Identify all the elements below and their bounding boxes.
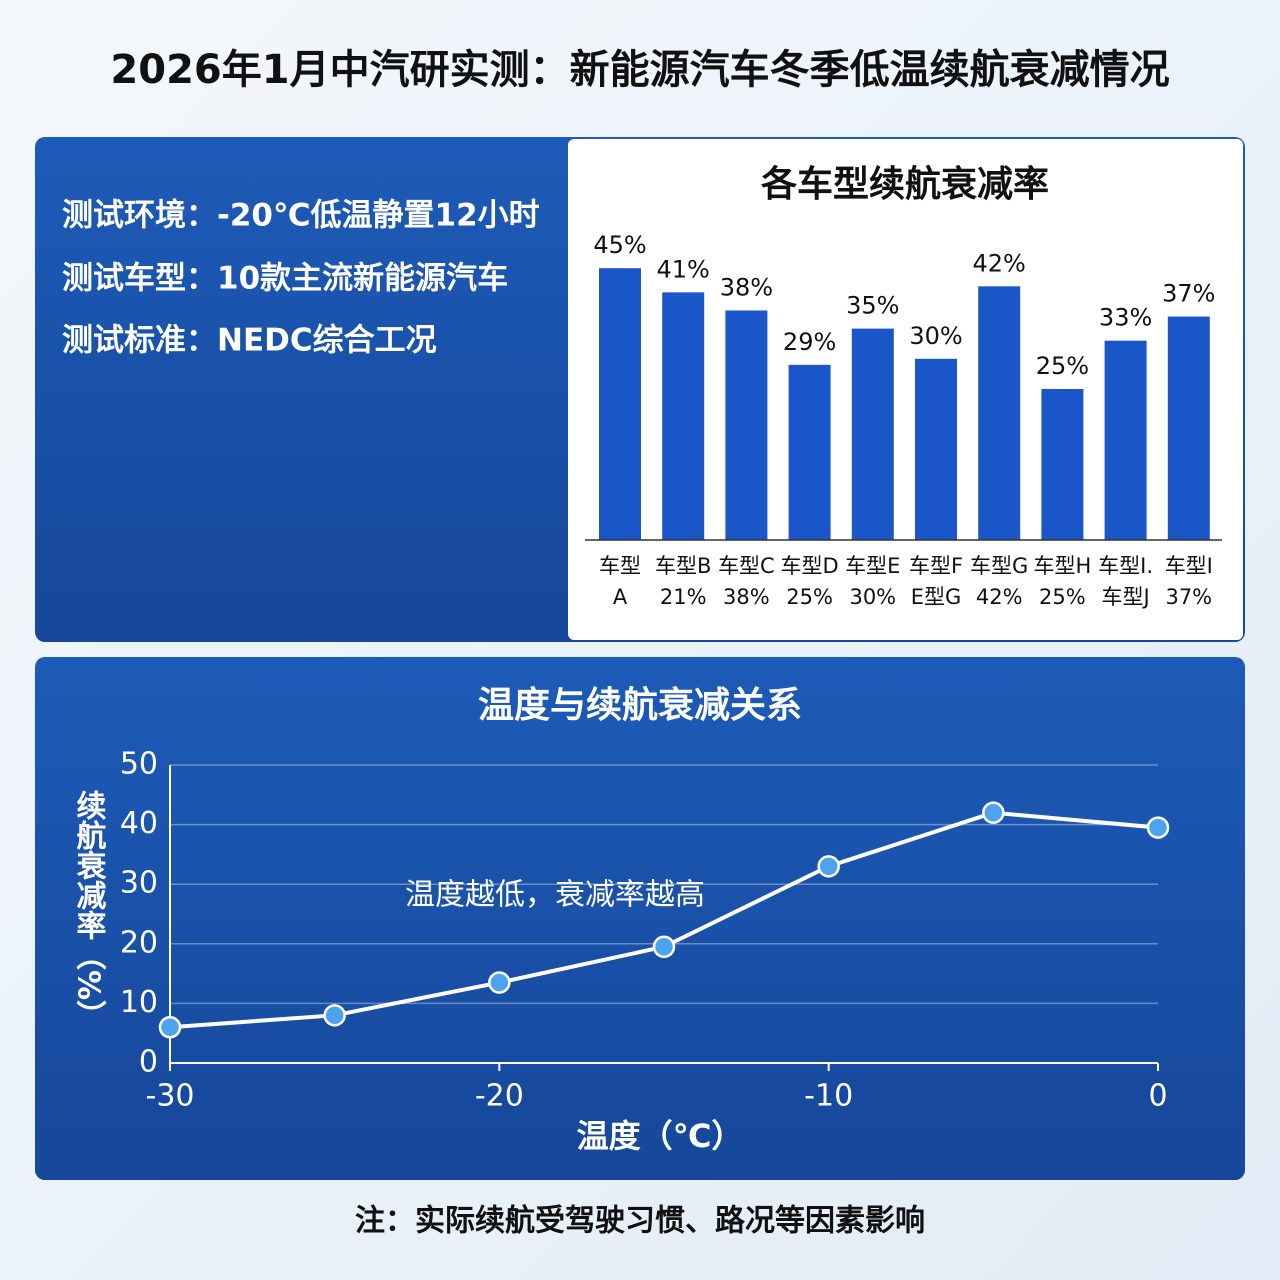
x-tick-label: -10 bbox=[804, 1079, 853, 1114]
value-label: 41% bbox=[657, 255, 710, 283]
x-tick-label: 车型J bbox=[1101, 585, 1149, 609]
page-title: 2026年1月中汽研实测：新能源汽车冬季低温续航衰减情况 bbox=[110, 47, 1169, 93]
bar bbox=[1104, 340, 1147, 540]
data-point bbox=[158, 1015, 182, 1039]
data-point bbox=[652, 935, 676, 959]
value-label: 38% bbox=[720, 273, 773, 301]
annotation: 温度越低，衰减率越高 bbox=[405, 878, 705, 913]
y-axis-label: 续航衰减率（%） bbox=[71, 790, 107, 1030]
value-label: 42% bbox=[973, 249, 1026, 277]
x-tick-label: 车型D bbox=[781, 554, 839, 578]
x-tick-label: 37% bbox=[1165, 585, 1212, 609]
y-tick-label: 50 bbox=[120, 747, 158, 782]
x-tick-label: 车型I bbox=[1165, 554, 1213, 578]
bar bbox=[915, 358, 957, 540]
x-tick-label: 25% bbox=[1039, 585, 1086, 609]
x-tick-label: 30% bbox=[849, 585, 896, 609]
x-tick-label: 车型B bbox=[655, 554, 711, 578]
bar bbox=[1167, 316, 1210, 540]
x-tick-label: 车型G bbox=[970, 554, 1028, 578]
info-line: 测试环境：-20℃低温静置12小时 bbox=[62, 198, 540, 234]
value-label: 25% bbox=[1036, 352, 1089, 380]
x-tick-label: 0 bbox=[1148, 1079, 1167, 1114]
info-line: 测试车型：10款主流新能源汽车 bbox=[62, 261, 508, 297]
x-tick-label: -30 bbox=[146, 1079, 195, 1114]
x-tick-label: 42% bbox=[976, 585, 1023, 609]
data-point bbox=[982, 801, 1005, 824]
x-tick-label: A bbox=[613, 585, 628, 609]
bar bbox=[978, 286, 1021, 540]
x-tick-label: 车型H bbox=[1034, 554, 1092, 578]
bar bbox=[662, 292, 705, 540]
y-tick-label: 20 bbox=[120, 925, 158, 960]
y-tick-label: 10 bbox=[120, 985, 158, 1020]
x-tick-label: 车型E bbox=[845, 554, 900, 578]
x-tick-label: 38% bbox=[723, 585, 770, 609]
bar bbox=[725, 310, 768, 540]
note: 注：实际续航受驾驶习惯、路况等因素影响 bbox=[355, 1204, 925, 1239]
line-chart-title: 温度与续航衰减关系 bbox=[478, 684, 802, 726]
data-point bbox=[817, 855, 840, 878]
value-label: 35% bbox=[846, 292, 899, 320]
bar bbox=[1041, 389, 1084, 540]
x-tick-label: 21% bbox=[660, 585, 707, 609]
bar-chart-title: 各车型续航衰减率 bbox=[761, 163, 1049, 205]
x-tick-label: E型G bbox=[911, 585, 962, 609]
data-point bbox=[323, 1004, 346, 1027]
x-tick-label: 车型F bbox=[909, 554, 963, 578]
bar bbox=[851, 328, 894, 540]
x-tick-label: 车型C bbox=[718, 554, 775, 578]
info-line: 测试标准：NEDC综合工况 bbox=[62, 323, 437, 359]
y-tick-label: 30 bbox=[120, 866, 158, 901]
bottom-panel bbox=[35, 657, 1245, 1180]
bar bbox=[788, 364, 831, 540]
value-label: 29% bbox=[783, 328, 836, 356]
bar bbox=[599, 268, 641, 540]
x-tick-label: 车型 bbox=[599, 554, 641, 578]
x-tick-label: 25% bbox=[786, 585, 833, 609]
value-label: 30% bbox=[909, 322, 962, 350]
data-point bbox=[1146, 816, 1170, 839]
x-tick-label: -20 bbox=[475, 1079, 524, 1114]
y-tick-label: 0 bbox=[139, 1045, 158, 1080]
value-label: 45% bbox=[593, 231, 646, 259]
value-label: 37% bbox=[1162, 280, 1215, 308]
x-axis-label: 温度（℃） bbox=[577, 1117, 744, 1155]
data-point bbox=[488, 971, 511, 994]
x-tick-label: 车型I. bbox=[1098, 554, 1153, 578]
y-tick-label: 40 bbox=[120, 806, 158, 841]
value-label: 33% bbox=[1099, 304, 1152, 332]
